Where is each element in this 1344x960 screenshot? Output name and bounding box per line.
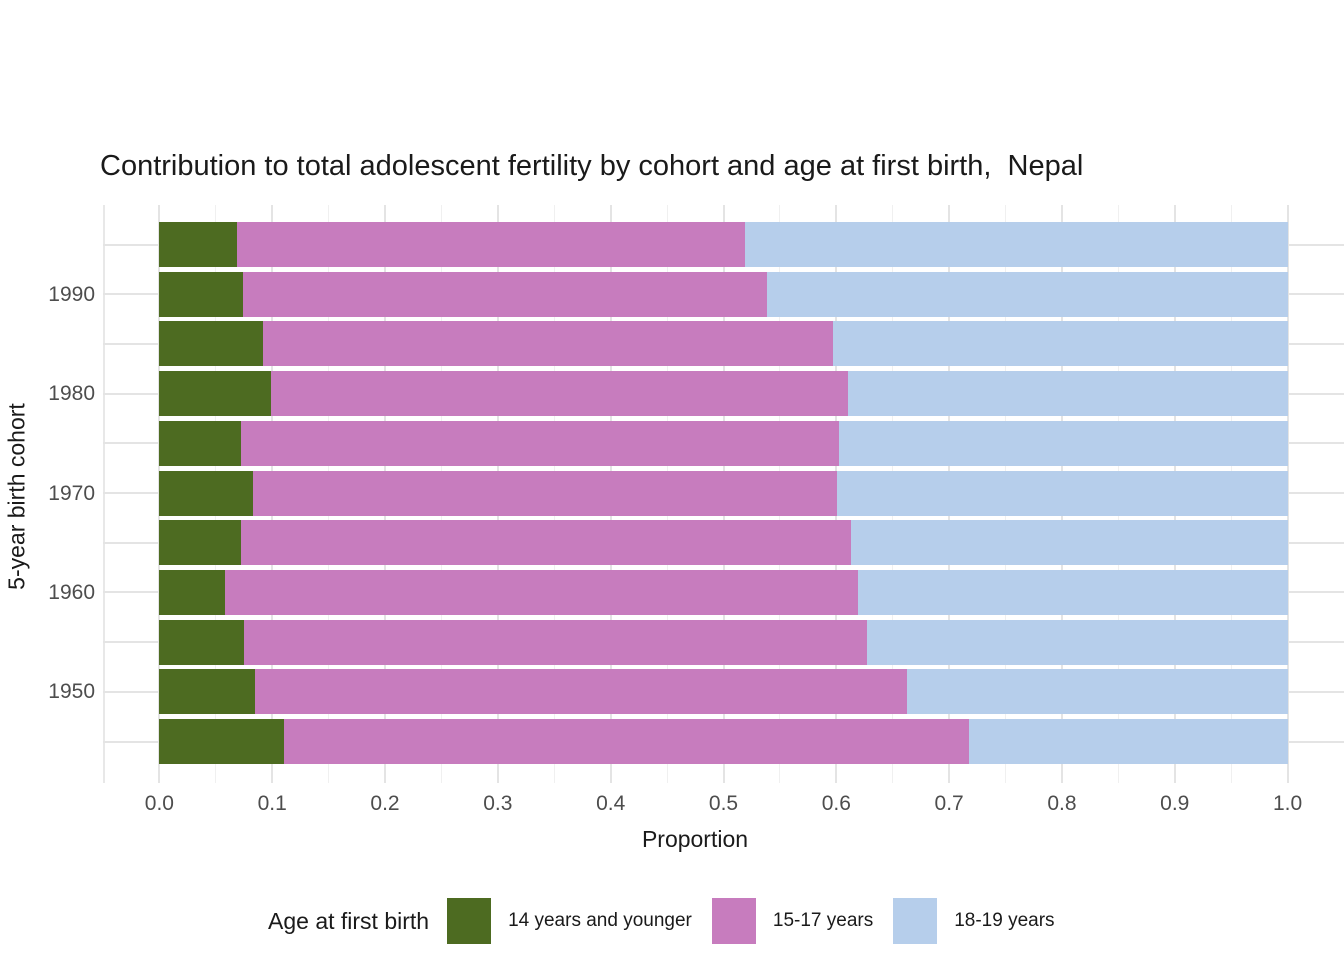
bar-segment[interactable] [159, 669, 256, 715]
bar-row-1995 [159, 222, 1288, 267]
bar-segment[interactable] [283, 719, 970, 764]
x-tick-label: 0.1 [257, 792, 287, 815]
bar-segment[interactable] [159, 321, 264, 367]
legend-label: 18-19 years [954, 910, 1055, 931]
bar-row-1990 [159, 271, 1288, 317]
bar-row-1955 [159, 619, 1288, 665]
bar-segment[interactable] [240, 520, 851, 566]
bar-segment[interactable] [159, 222, 238, 267]
x-tick-label: 0.2 [370, 792, 400, 815]
bar-segment[interactable] [271, 371, 848, 417]
chart-title: Contribution to total adolescent fertili… [100, 150, 1084, 182]
bar-segment[interactable] [159, 569, 225, 615]
legend-label: 14 years and younger [508, 910, 692, 931]
bar-segment[interactable] [907, 669, 1288, 715]
bar-segment[interactable] [159, 619, 245, 665]
y-axis-title: 5-year birth cohort [3, 403, 30, 590]
bar-segment[interactable] [837, 470, 1288, 516]
x-tick-label: 0.8 [1047, 792, 1077, 815]
bar-segment[interactable] [244, 619, 867, 665]
x-tick-label: 0.5 [708, 792, 739, 815]
bar-row-1970 [159, 470, 1288, 516]
legend-key-swatch [893, 898, 938, 944]
x-tick-label: 0.4 [596, 792, 626, 815]
bar-segment[interactable] [253, 470, 838, 516]
bar-segment[interactable] [832, 321, 1288, 367]
y-tick-label: 1990 [48, 282, 95, 306]
bar-segment[interactable] [767, 271, 1288, 317]
x-tick-label: 0.9 [1160, 792, 1190, 815]
x-tick-label: 0.7 [934, 792, 964, 815]
bar-row-1960 [159, 569, 1288, 615]
bar-segment[interactable] [159, 719, 284, 764]
legend-entry[interactable]: 18-19 years [893, 898, 1074, 944]
y-tick-label: 1980 [48, 382, 95, 406]
bar-segment[interactable] [224, 569, 858, 615]
bar-segment[interactable] [838, 420, 1288, 466]
x-tick-label: 0.0 [144, 792, 174, 815]
x-axis-title: Proportion [641, 826, 749, 852]
bar-segment[interactable] [159, 470, 254, 516]
bar-segment[interactable] [255, 669, 908, 715]
bar-segment[interactable] [240, 420, 839, 466]
bar-row-1965 [159, 520, 1288, 566]
bar-segment[interactable] [237, 222, 745, 267]
bar-row-1985 [159, 321, 1288, 367]
legend-entry[interactable]: 15-17 years [711, 898, 893, 944]
y-tick-label: 1960 [48, 580, 95, 604]
gridline-major [1286, 205, 1289, 783]
bar-segment[interactable] [159, 420, 241, 466]
legend-label: 15-17 years [772, 910, 874, 931]
bar-segment[interactable] [159, 271, 243, 317]
bar-row-1945 [159, 719, 1288, 764]
bar-segment[interactable] [866, 619, 1288, 665]
x-tick-label: 0.3 [483, 792, 513, 815]
bar-segment[interactable] [850, 520, 1288, 566]
bar-segment[interactable] [969, 719, 1288, 764]
bar-row-1975 [159, 420, 1288, 466]
y-tick-label: 1950 [48, 680, 95, 704]
bar-row-1980 [159, 371, 1288, 417]
x-tick-label: 1.0 [1272, 792, 1303, 815]
legend-key-swatch [447, 898, 492, 944]
bar-segment[interactable] [242, 271, 768, 317]
bar-segment[interactable] [847, 371, 1288, 417]
legend: Age at first birth 14 years and younger 1… [268, 895, 1075, 947]
legend-entry[interactable]: 14 years and younger [447, 898, 712, 944]
x-tick-label: 0.6 [821, 792, 851, 815]
bar-segment[interactable] [159, 520, 241, 566]
legend-key-swatch [711, 898, 756, 944]
bar-segment[interactable] [857, 569, 1288, 615]
bar-segment[interactable] [263, 321, 833, 367]
bar-segment[interactable] [744, 222, 1288, 267]
legend-title: Age at first birth [268, 907, 430, 934]
y-axis-line [103, 205, 105, 783]
y-tick-label: 1970 [48, 481, 95, 505]
plot-panel [103, 205, 1344, 783]
bar-row-1950 [159, 669, 1288, 715]
bar-segment[interactable] [159, 371, 272, 417]
